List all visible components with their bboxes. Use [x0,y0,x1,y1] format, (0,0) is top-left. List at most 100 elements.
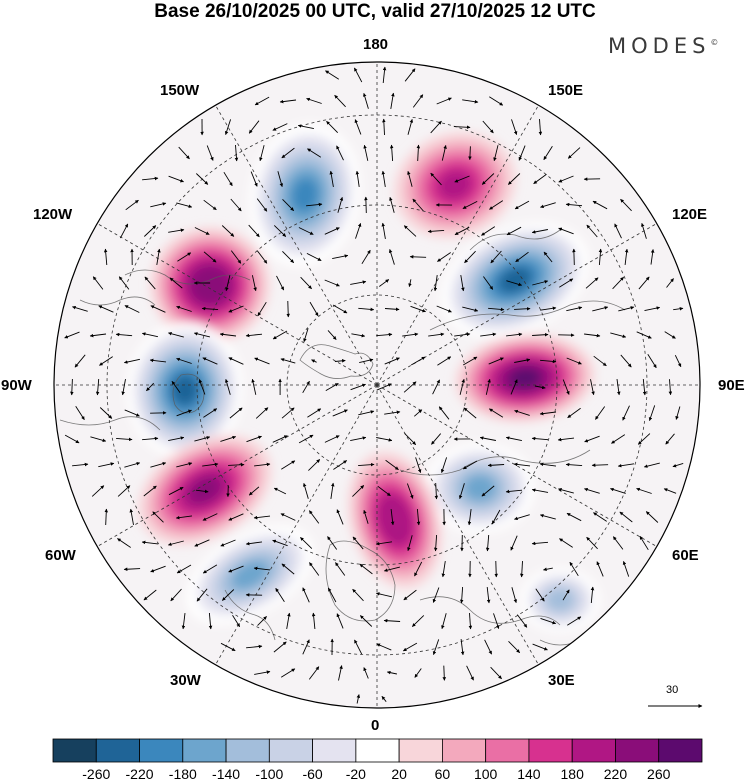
graticule [54,62,700,708]
wind-vector [203,408,218,418]
wind-vector [454,332,471,337]
wind-vector [280,513,296,521]
colorbar [52,738,703,763]
wind-vector [359,563,373,575]
wind-vector [611,434,626,444]
wind-vector [427,229,445,234]
wind-vector [272,123,288,131]
wind-vector [194,539,210,547]
wind-vector [411,615,425,627]
wind-vector [672,462,684,468]
wind-vector [622,561,630,577]
wind-vector [116,437,133,442]
wind-vector [403,589,417,601]
wind-vector [402,642,418,652]
wind-vector [177,252,192,262]
wind-vector [363,92,369,109]
wind-vector [307,148,322,158]
wind-vector [567,407,581,419]
wind-vector [636,487,652,494]
lon-label-150w: 150W [160,82,200,99]
wind-vector [354,639,363,655]
lon-label-90e: 90E [718,377,745,394]
wind-vector [510,379,518,395]
wind-vector [303,328,309,343]
wind-vector [141,540,159,545]
colorbar-tick-label: 180 [560,766,584,782]
wind-vector [612,276,624,290]
wind-vector [298,434,314,444]
wind-vector [376,383,392,391]
wind-vector [514,358,531,363]
wind-vector [490,666,502,680]
wind-vector [245,541,263,546]
wind-vector [592,306,609,312]
wind-vector [534,385,546,390]
wind-vector [277,171,284,188]
wind-vector [384,410,401,415]
wind-vector [376,437,393,442]
wind-vector [220,435,237,442]
wind-vector [386,670,397,675]
colorbar-swatch [52,738,97,763]
wind-vector [194,227,210,235]
wind-vector [308,459,321,471]
lon-label-60w: 60W [45,547,76,564]
wind-vector [281,407,295,419]
wind-vector [129,508,134,525]
wind-vector [248,486,260,496]
wind-vector [356,694,361,704]
wind-vector [485,378,491,395]
vector-scale-label: 30 [666,684,679,696]
wind-vector [454,125,471,130]
wind-vector [483,276,494,290]
colorbar-swatch [398,738,443,763]
wind-vector [532,643,548,651]
wind-vector [412,198,424,212]
wind-vector [337,196,344,213]
wind-vector [203,199,217,211]
wind-vector [515,251,529,263]
wind-vector [302,482,309,499]
wind-vector [384,357,400,365]
wind-vector [432,639,440,655]
wind-vector [510,535,518,551]
wind-vector [181,613,186,630]
wind-vector [230,198,242,212]
wind-vector [433,534,438,552]
wind-vector [375,592,393,598]
wind-vector [178,146,190,160]
wind-vector [379,279,390,287]
wind-vector [493,613,500,629]
wind-vector [332,304,348,314]
wind-vector [257,301,267,317]
wind-vector [221,225,235,237]
wind-vector [645,511,659,523]
wind-vector [416,508,421,526]
wind-vector [410,305,426,313]
wind-vector [389,196,395,213]
wind-vector [324,227,340,235]
wind-vector [458,483,465,500]
colorbar-tick-label: 20 [391,766,407,782]
wind-vector [562,589,570,601]
wind-vector [586,536,598,550]
wind-vector [436,305,452,313]
wind-vector [72,305,88,312]
wind-vector [232,615,241,628]
wind-vector [432,379,441,395]
wind-vector [170,588,182,602]
wind-vector [494,560,498,578]
anomaly-center [455,333,595,423]
wind-vector [382,66,387,84]
wind-vector [572,248,576,266]
wind-vector [441,561,446,578]
wind-vector [248,120,260,134]
wind-vector [596,561,604,577]
wind-vector [117,538,131,548]
lon-label-30e: 30E [548,672,575,689]
wind-vector [336,145,344,161]
wind-vector [255,407,269,419]
wind-vector [389,144,394,162]
wind-vector [300,537,313,549]
